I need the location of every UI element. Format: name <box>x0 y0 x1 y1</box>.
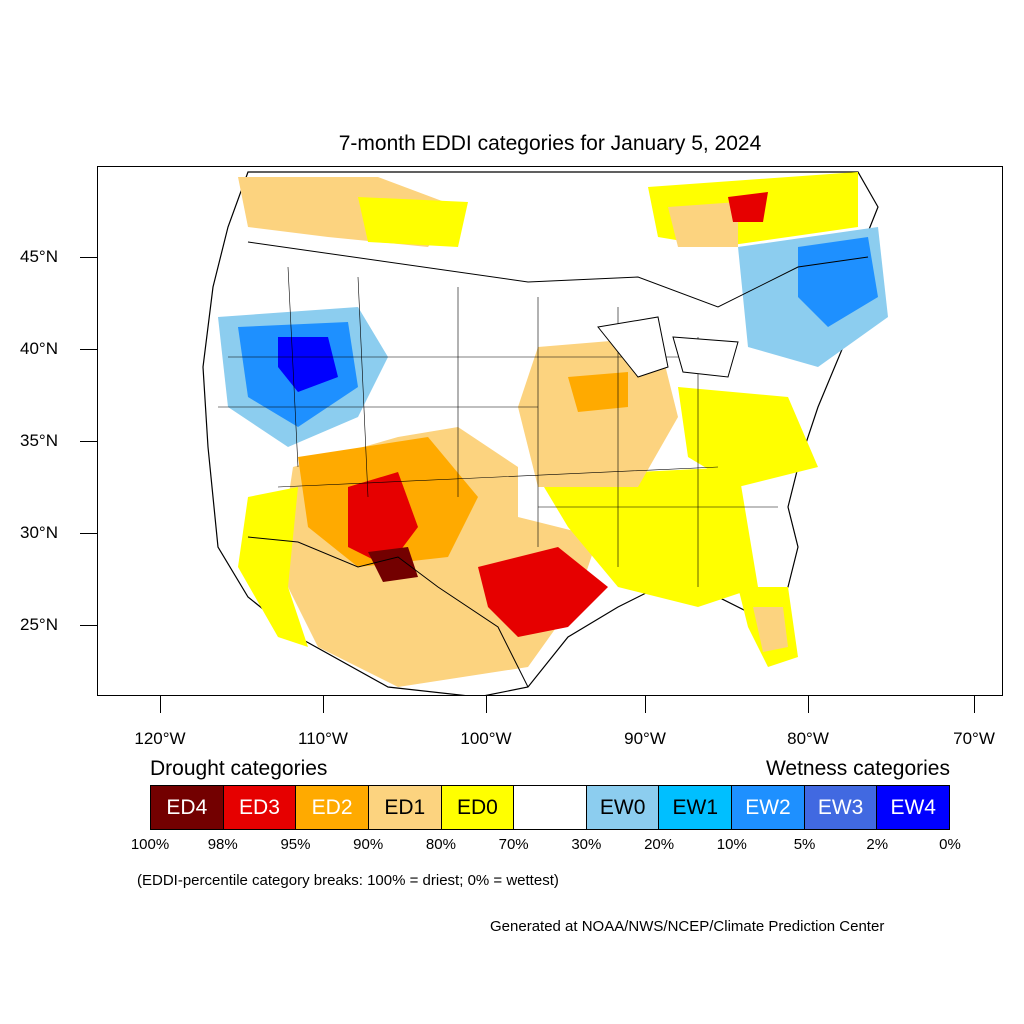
legend-break-label: 70% <box>498 836 529 853</box>
lon-tick <box>323 696 324 713</box>
lon-tick <box>645 696 646 713</box>
region-ed4-westtx <box>368 547 418 582</box>
legend-break-label: 98% <box>207 836 238 853</box>
credit-text: Generated at NOAA/NWS/NCEP/Climate Predi… <box>490 918 885 935</box>
lat-label-45n: 45°N <box>20 247 58 266</box>
lon-label-70w: 70°W <box>953 729 995 748</box>
lon-label-80w: 80°W <box>787 729 829 748</box>
border-us-mexico <box>247 536 529 688</box>
legend-swatch-ew1: EW1 <box>659 786 733 829</box>
legend-swatch-ew3: EW3 <box>804 786 878 829</box>
legend-swatch-ew0: EW0 <box>586 786 660 829</box>
lon-label-110w: 110°W <box>298 729 348 748</box>
legend-break-label: 5% <box>793 836 816 853</box>
drought-heading: Drought categories <box>150 757 328 780</box>
region-ed3-texas <box>478 547 608 637</box>
region-ed0-ohio <box>678 387 818 487</box>
legend-break-label: 80% <box>425 836 456 853</box>
lat-label-30n: 30°N <box>20 523 58 542</box>
eddi-map <box>97 166 1003 696</box>
legend-swatch-ed4: ED4 <box>151 786 224 829</box>
region-ed0-canada <box>358 197 468 247</box>
lon-tick <box>486 696 487 713</box>
legend-break-label: 100% <box>130 836 170 853</box>
state-lines <box>218 266 778 587</box>
great-lakes <box>597 316 739 378</box>
lat-tick <box>80 257 97 258</box>
region-ew2-northeast <box>798 237 878 327</box>
region-ew4-great-basin <box>278 337 338 392</box>
region-ed3-nm <box>348 472 418 567</box>
legend-swatch-ed2: ED2 <box>296 786 369 829</box>
legend-swatch-ed0: ED0 <box>441 786 515 829</box>
lon-label-90w: 90°W <box>624 729 666 748</box>
region-ed1-florida <box>753 607 788 652</box>
region-ed3-quebec <box>728 192 768 222</box>
legend-swatch-ew2: EW2 <box>732 786 805 829</box>
lat-tick <box>80 625 97 626</box>
legend-break-label: 20% <box>644 836 675 853</box>
border-us-canada <box>247 241 869 308</box>
lat-tick <box>80 533 97 534</box>
legend-break-label: 95% <box>280 836 311 853</box>
lon-tick <box>160 696 161 713</box>
lat-label-40n: 40°N <box>20 339 58 358</box>
category-note: (EDDI-percentile category breaks: 100% =… <box>137 872 559 889</box>
legend-break-label: 30% <box>571 836 602 853</box>
eddi-map-svg <box>202 171 888 695</box>
lon-label-100w: 100°W <box>460 729 512 748</box>
region-ed0-south <box>538 467 758 607</box>
lon-tick <box>974 696 975 713</box>
lat-tick <box>80 349 97 350</box>
wetness-heading: Wetness categories <box>765 757 950 780</box>
legend-color-bar: ED4 ED3 ED2 ED1 ED0 EW0 EW1 EW2 EW3 EW4 <box>150 785 950 830</box>
legend-swatch-ed3: ED3 <box>223 786 297 829</box>
lon-tick <box>808 696 809 713</box>
region-ed1-quebec <box>668 202 738 247</box>
legend-break-label: 2% <box>866 836 889 853</box>
legend-swatch-ew4: EW4 <box>877 786 950 829</box>
legend-break-label: 90% <box>353 836 384 853</box>
legend-swatch-neutral <box>514 786 587 829</box>
legend-swatch-ed1: ED1 <box>368 786 442 829</box>
lat-label-25n: 25°N <box>20 615 58 634</box>
region-ed0-southwest <box>238 487 308 647</box>
lat-tick <box>80 441 97 442</box>
legend-break-label: 0% <box>939 836 961 853</box>
region-ed2-iowa <box>568 372 628 412</box>
lat-label-35n: 35°N <box>20 431 58 450</box>
legend-break-label: 10% <box>716 836 747 853</box>
chart-title: 7-month EDDI categories for January 5, 2… <box>338 132 762 155</box>
lon-label-120w: 120°W <box>134 729 186 748</box>
